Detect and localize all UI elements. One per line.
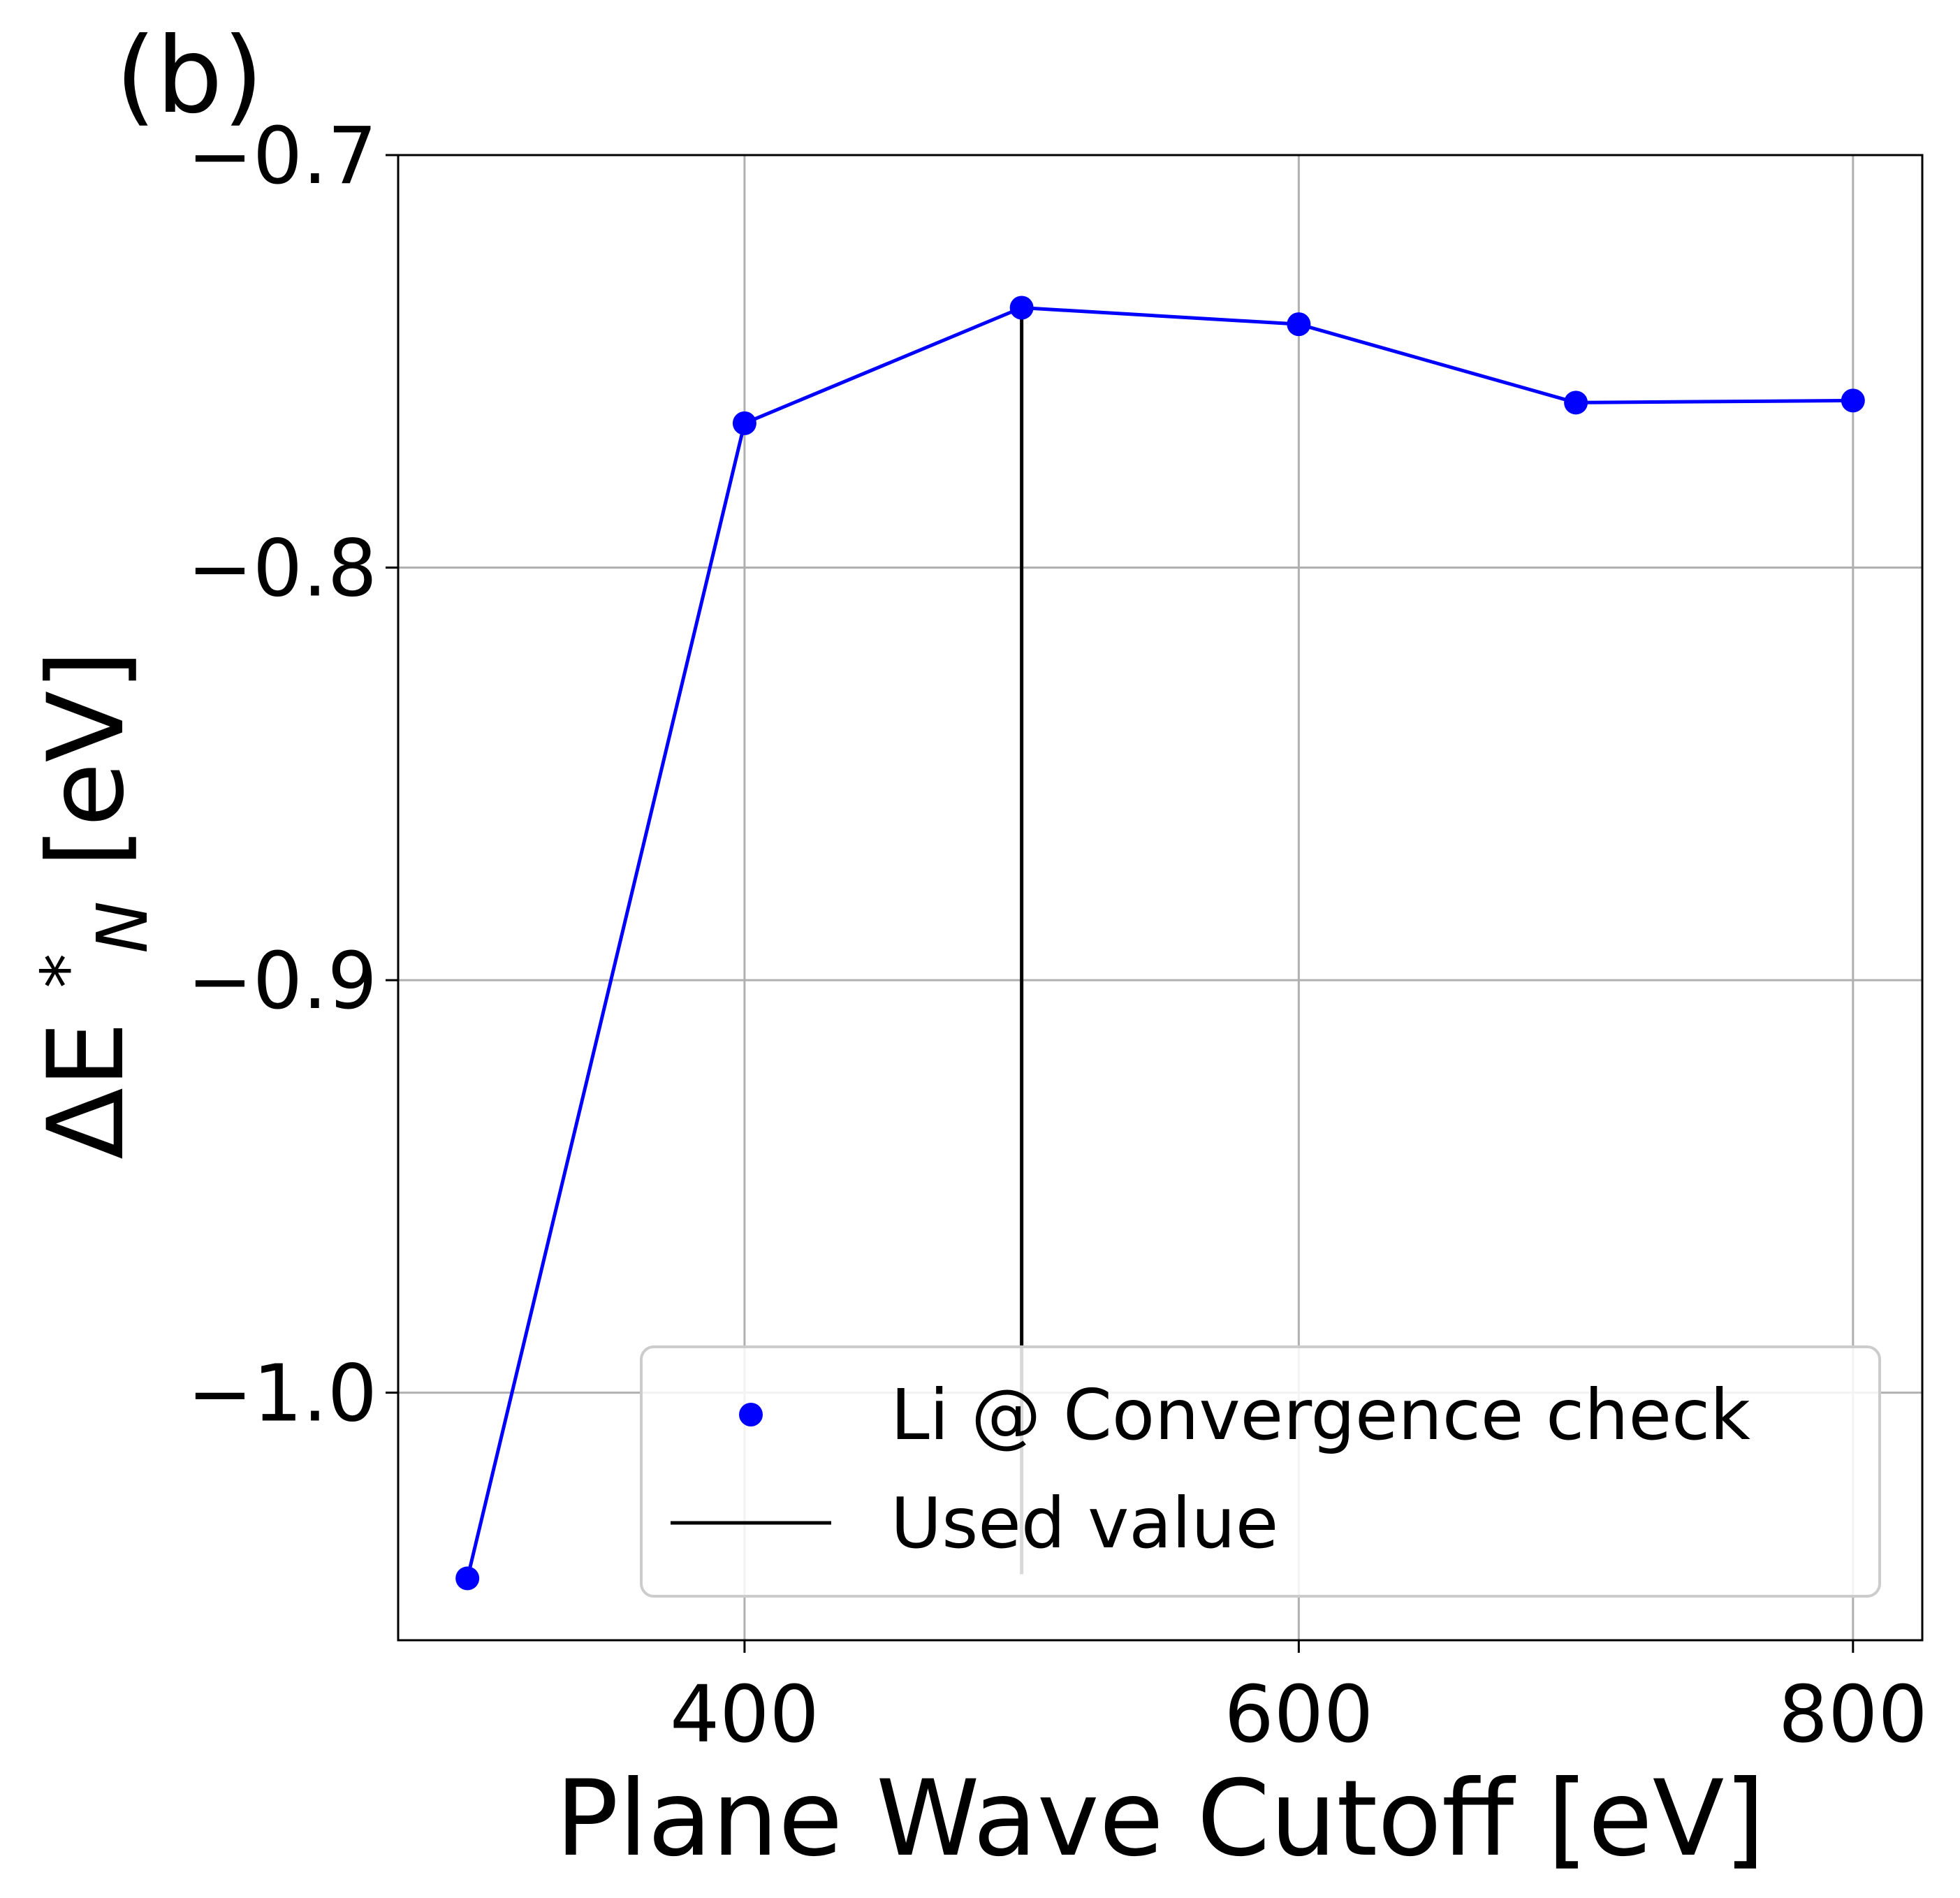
- legend-box: [640, 1345, 1881, 1598]
- series-line-0: [465, 306, 1853, 1579]
- y-tick-label-3: −1.0: [187, 1349, 377, 1440]
- legend-label-series: Li @ Convergence check: [891, 1374, 1750, 1456]
- y-axis-title-unit: [eV]: [26, 650, 147, 901]
- tick-labels: 400 600 800 −0.7 −0.8 −0.9 −1.0: [187, 111, 1928, 1760]
- legend-label-used-value: Used value: [891, 1482, 1278, 1564]
- plot-frame: [397, 154, 1924, 1642]
- y-tick-label-2: −0.9: [187, 936, 377, 1027]
- tick-marks: [386, 154, 1855, 1653]
- y-axis-title-sup: *: [26, 954, 108, 988]
- data-point-0-5: [1841, 388, 1865, 413]
- y-axis-title-sub: N: [82, 901, 163, 954]
- data-point-0-0: [455, 1566, 480, 1591]
- y-axis-title-base: ΔE: [26, 988, 147, 1160]
- legend-marker-series: [739, 1403, 763, 1426]
- data-point-0-1: [732, 411, 756, 435]
- y-axis-title: ΔE *N [eV]: [26, 650, 163, 1160]
- y-tick-label-0: −0.7: [187, 111, 377, 202]
- legend: Li @ Convergence check Used value: [640, 1345, 1881, 1598]
- y-tick-label-1: −0.8: [187, 524, 377, 615]
- x-tick-label-1: 600: [1224, 1670, 1373, 1760]
- data-point-0-3: [1287, 312, 1311, 337]
- data-point-0-4: [1564, 390, 1588, 415]
- x-tick-label-2: 800: [1778, 1670, 1928, 1760]
- x-axis-title: Plane Wave Cutoff [eV]: [555, 1758, 1765, 1880]
- x-tick-label-0: 400: [670, 1670, 819, 1760]
- data-point-0-2: [1009, 295, 1034, 320]
- panel-label: (b): [115, 15, 263, 137]
